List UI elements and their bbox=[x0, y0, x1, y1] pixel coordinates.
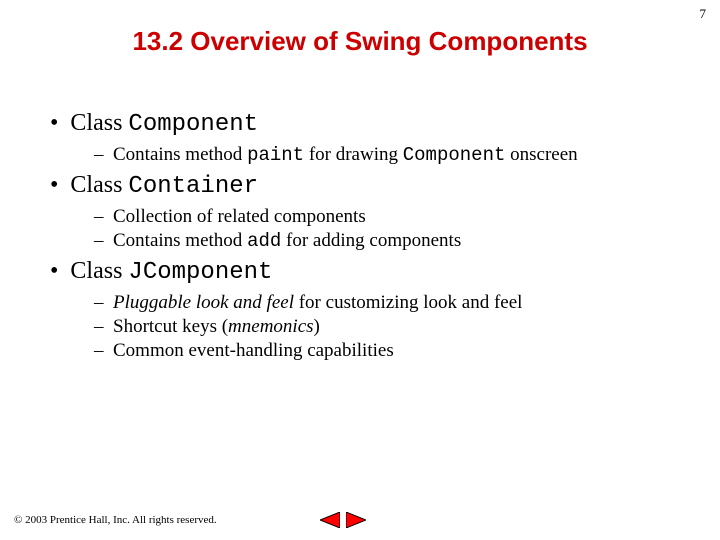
slide-title: 13.2 Overview of Swing Components bbox=[0, 26, 720, 57]
sub-list: Contains method paint for drawing Compon… bbox=[94, 144, 680, 166]
sub-list-item: Common event-handling capabilities bbox=[94, 340, 680, 362]
code-text: paint bbox=[247, 144, 304, 166]
triangle-left-icon bbox=[320, 512, 340, 528]
code-text: add bbox=[247, 230, 281, 252]
nav-arrows bbox=[320, 512, 366, 528]
bullet-list: Class Component Contains method paint for… bbox=[50, 110, 680, 362]
list-item: Class Container Collection of related com… bbox=[50, 172, 680, 252]
slide: 7 13.2 Overview of Swing Components Clas… bbox=[0, 0, 720, 540]
code-text: JComponent bbox=[128, 259, 272, 286]
text-run: Shortcut keys ( bbox=[113, 316, 228, 337]
text-run: Common event-handling capabilities bbox=[113, 340, 394, 361]
text-run: for customizing look and feel bbox=[294, 292, 522, 313]
sub-list: Pluggable look and feel for customizing … bbox=[94, 292, 680, 362]
text-run: Contains method bbox=[113, 230, 247, 251]
list-item: Class JComponent Pluggable look and feel … bbox=[50, 258, 680, 362]
list-item: Class Component Contains method paint for… bbox=[50, 110, 680, 166]
sub-list-item: Pluggable look and feel for customizing … bbox=[94, 292, 680, 314]
sub-list: Collection of related components Contains… bbox=[94, 206, 680, 252]
slide-body: Class Component Contains method paint for… bbox=[50, 110, 680, 368]
list-item-line: Class JComponent bbox=[50, 258, 272, 284]
text-run: onscreen bbox=[505, 144, 577, 165]
next-arrow-button[interactable] bbox=[346, 512, 366, 528]
code-text: Container bbox=[128, 173, 258, 200]
sub-list-item: Shortcut keys (mnemonics) bbox=[94, 316, 680, 338]
italic-text: Pluggable look and feel bbox=[113, 292, 294, 313]
list-item-line: Class Container bbox=[50, 172, 258, 198]
triangle-right-icon bbox=[346, 512, 366, 528]
text-run: Contains method bbox=[113, 144, 247, 165]
code-text: Component bbox=[128, 111, 258, 138]
text-run: Collection of related components bbox=[113, 206, 366, 227]
text-run: for drawing bbox=[304, 144, 403, 165]
sub-list-item: Collection of related components bbox=[94, 206, 680, 228]
page-number: 7 bbox=[700, 6, 707, 22]
copyright-text: © 2003 Prentice Hall, Inc. All rights re… bbox=[14, 514, 217, 526]
code-text: Component bbox=[403, 144, 506, 166]
text-run: ) bbox=[314, 316, 320, 337]
prev-arrow-button[interactable] bbox=[320, 512, 340, 528]
list-item-line: Class Component bbox=[50, 110, 258, 136]
sub-list-item: Contains method add for adding component… bbox=[94, 230, 680, 252]
sub-list-item: Contains method paint for drawing Compon… bbox=[94, 144, 680, 166]
text-run: for adding components bbox=[281, 230, 461, 251]
italic-text: mnemonics bbox=[228, 316, 313, 337]
footer: © 2003 Prentice Hall, Inc. All rights re… bbox=[14, 514, 706, 526]
